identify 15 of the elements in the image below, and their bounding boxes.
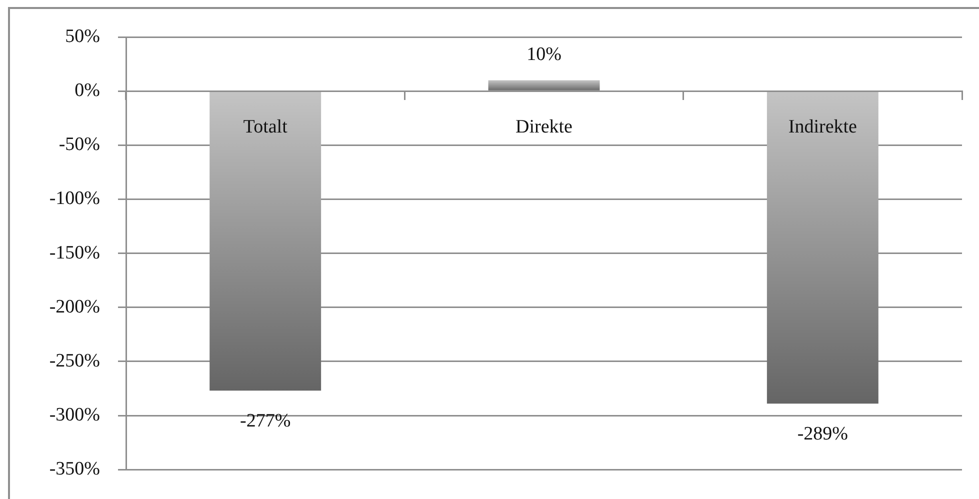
y-tick-label: -200% <box>49 296 100 318</box>
y-tick-label: -300% <box>49 404 100 426</box>
x-tick-label: Direkte <box>516 116 572 138</box>
x-tick-label: Indirekte <box>788 116 857 138</box>
y-tick-label: -100% <box>49 188 100 210</box>
y-tick-label: -350% <box>49 458 100 480</box>
data-label: 10% <box>526 44 562 66</box>
y-tick-label: 50% <box>65 26 100 47</box>
y-tick-label: -250% <box>49 350 100 372</box>
data-label: -289% <box>797 424 848 445</box>
y-tick-label: -150% <box>49 242 100 264</box>
y-tick-label: 0% <box>74 80 100 102</box>
data-label: -277% <box>240 410 291 432</box>
x-tick-label: Totalt <box>243 116 288 138</box>
y-tick-label: -50% <box>58 134 100 156</box>
